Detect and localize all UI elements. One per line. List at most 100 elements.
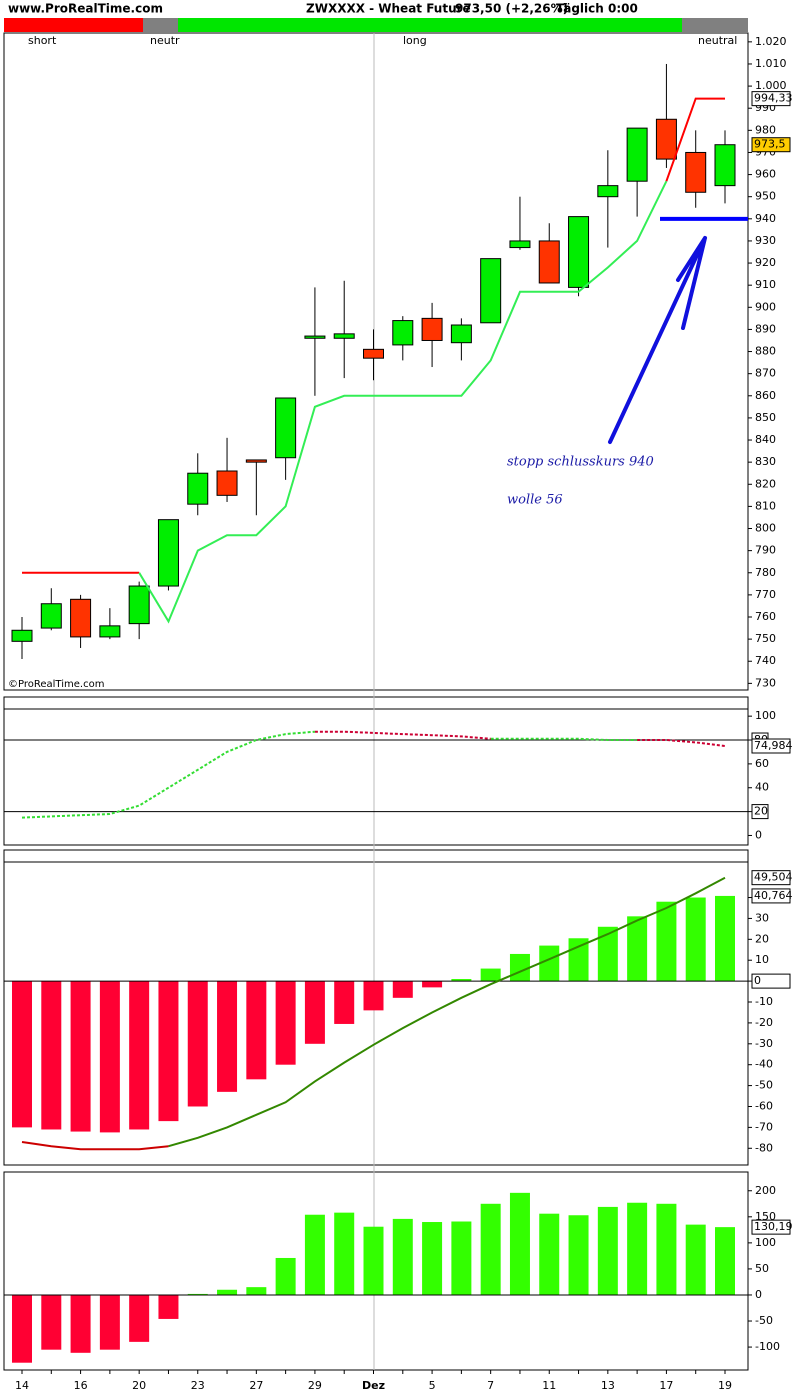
histogram-bar	[246, 1287, 267, 1295]
histogram-bar	[568, 1215, 589, 1295]
price-tag	[751, 870, 791, 886]
x-tick-label: 5	[429, 1379, 436, 1392]
price-tag	[751, 973, 791, 989]
candle-body	[304, 335, 326, 339]
y-tick-label: -70	[755, 1120, 773, 1133]
y-tick-label: 760	[755, 610, 776, 623]
price-tag	[751, 137, 791, 153]
y-tick-label: 830	[755, 455, 776, 468]
y-tick-label: 910	[755, 278, 776, 291]
price-tag	[751, 888, 791, 904]
histogram-bar	[539, 945, 560, 982]
y-tick-label: 810	[755, 499, 776, 512]
candle-body	[597, 185, 619, 198]
histogram-bar	[451, 979, 472, 982]
y-tick-label: 780	[755, 566, 776, 579]
x-tick-label: 16	[74, 1379, 88, 1392]
quote: 973,50 (+2,26%)	[455, 2, 568, 16]
panel-frame	[3, 696, 749, 846]
histogram-bar	[451, 1221, 472, 1295]
candle-body	[392, 320, 414, 346]
candle-body	[538, 240, 560, 284]
histogram-bar	[12, 981, 32, 1128]
y-tick-label: 40	[755, 781, 769, 794]
copyright: ©ProRealTime.com	[8, 679, 104, 690]
site: www.ProRealTime.com	[8, 2, 163, 16]
y-tick-label: 820	[755, 477, 776, 490]
band-label: long	[403, 34, 427, 47]
period: Täglich 0:00	[556, 2, 638, 16]
band-segment	[682, 18, 748, 32]
price-tag	[751, 738, 791, 754]
panel-frame	[3, 849, 749, 1166]
candle-body	[714, 144, 736, 187]
histogram-bar	[656, 1203, 677, 1295]
candle-body	[157, 519, 179, 587]
instrument-title: ZWXXXX - Wheat Future	[306, 2, 471, 16]
x-tick-label: 7	[487, 1379, 494, 1392]
histogram-bar	[217, 1289, 238, 1295]
histogram-bar	[363, 1226, 384, 1295]
candle-body	[99, 625, 121, 638]
candle-body	[333, 333, 355, 339]
histogram-bar	[217, 981, 238, 1092]
y-tick-label: 790	[755, 544, 776, 557]
y-tick-label: 0	[755, 828, 762, 841]
candle-body	[245, 459, 267, 463]
histogram-bar	[304, 981, 325, 1044]
x-tick-label: 20	[132, 1379, 146, 1392]
y-tick-label: 920	[755, 256, 776, 269]
candle-body	[421, 317, 443, 341]
y-tick-label: -60	[755, 1099, 773, 1112]
candle-body	[40, 603, 62, 629]
y-tick-label: 100	[755, 709, 776, 722]
x-tick-label: 27	[249, 1379, 263, 1392]
note-box	[498, 440, 720, 522]
y-tick-label: 0	[755, 1288, 762, 1301]
candle-body	[568, 216, 590, 288]
y-tick-label: -30	[755, 1037, 773, 1050]
y-tick-label: 980	[755, 123, 776, 136]
histogram-bar	[568, 938, 589, 982]
indicator-line	[665, 97, 725, 182]
band-segment	[4, 18, 143, 32]
histogram-bar	[158, 1294, 179, 1319]
price-tag	[751, 91, 791, 107]
y-tick-label: 1.000	[755, 79, 787, 92]
candle-body	[70, 598, 92, 638]
y-tick-label: 1.020	[755, 35, 787, 48]
price-tag-label: 973,5	[754, 138, 786, 151]
candle-body	[11, 629, 33, 642]
y-tick-label: 890	[755, 322, 776, 335]
y-tick-label: 60	[755, 757, 769, 770]
price-tag-label: 0	[754, 974, 761, 987]
y-tick-label: 960	[755, 168, 776, 181]
candle-body	[509, 240, 531, 249]
histogram-bar	[304, 1214, 325, 1295]
histogram-bar	[246, 981, 267, 1080]
y-tick-label: 870	[755, 367, 776, 380]
candle-body	[275, 397, 297, 459]
candle-body	[187, 472, 209, 505]
histogram-bar	[627, 1202, 648, 1295]
annotation: wolle 56	[507, 493, 563, 508]
x-tick-label: 29	[308, 1379, 322, 1392]
histogram-bar	[422, 1222, 443, 1295]
x-tick-label: Dez	[362, 1379, 385, 1392]
y-tick-label: 850	[755, 411, 776, 424]
x-tick-label: 13	[601, 1379, 615, 1392]
band-label: neutral	[698, 34, 737, 47]
histogram-bar	[656, 901, 677, 982]
panel-frame	[3, 1171, 749, 1371]
histogram-bar	[275, 981, 296, 1065]
histogram-bar	[509, 953, 530, 982]
price-tag-label: 40,764	[754, 889, 793, 902]
y-tick-label: 750	[755, 632, 776, 645]
indicator-line	[21, 1141, 169, 1151]
x-tick-label: 17	[659, 1379, 673, 1392]
y-tick-label: 800	[755, 522, 776, 535]
band-segment	[143, 18, 178, 32]
histogram-bar	[363, 981, 384, 1011]
histogram-bar	[99, 981, 120, 1133]
